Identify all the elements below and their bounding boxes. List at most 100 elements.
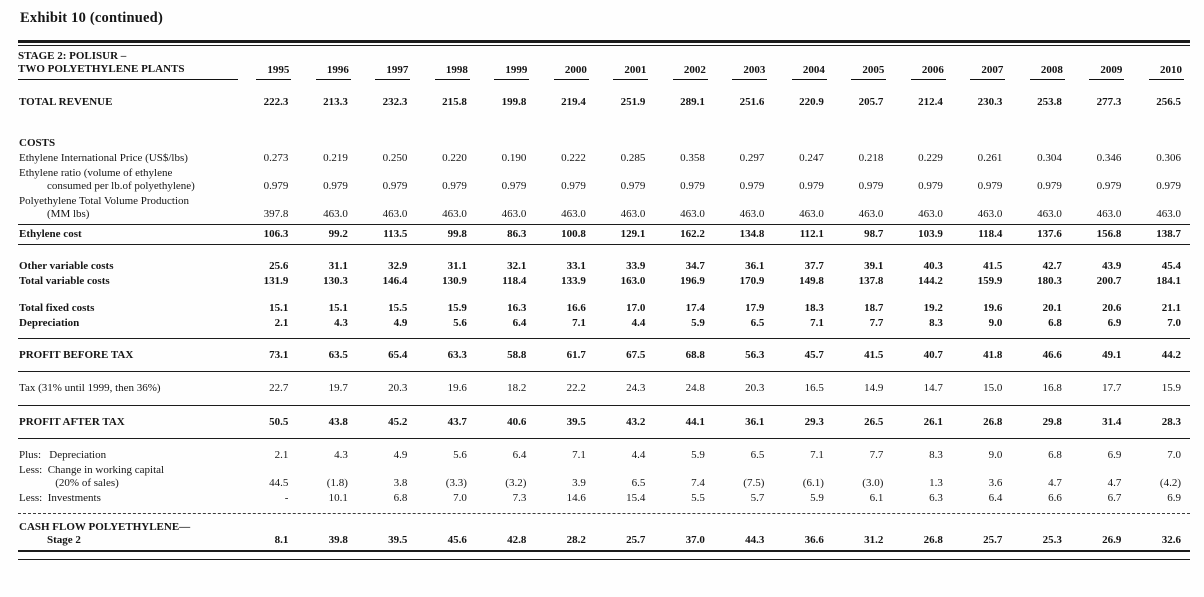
value-cell: 14.7 <box>923 382 943 394</box>
year-header: 2007 <box>952 50 1012 80</box>
value-cell: 0.979 <box>799 180 824 192</box>
value-cell: 463.0 <box>501 208 527 220</box>
value-cell: 463.0 <box>1156 208 1181 220</box>
value-cell: 0.979 <box>1096 180 1122 192</box>
value-cell: 7.3 <box>512 492 527 504</box>
value-cell: 0.306 <box>1156 152 1181 164</box>
value-cell: 7.0 <box>1167 449 1181 461</box>
value-cell: 0.285 <box>620 152 646 164</box>
row-label-line1: PROFIT AFTER TAX <box>19 416 125 428</box>
row-label-line2: consumed per lb.of polyethylene) <box>47 180 195 192</box>
row-label-line1: Total variable costs <box>19 275 110 287</box>
spacer-row <box>18 247 1190 259</box>
value-cell: 98.7 <box>864 228 884 240</box>
value-cell: 6.9 <box>1167 492 1181 504</box>
year-label: 2008 <box>1029 64 1065 80</box>
spacer-row <box>18 396 1190 403</box>
value-cell: 73.1 <box>269 349 289 361</box>
row-label: Total fixed costs <box>18 301 238 316</box>
row-label: Less: Change in working capital (20% of … <box>18 463 238 491</box>
value-cell: 0.358 <box>680 152 705 164</box>
value-cell: 118.4 <box>502 275 527 287</box>
year-label: 2007 <box>970 64 1006 80</box>
value-cell: (7.5) <box>743 477 765 489</box>
value-cell: 0.220 <box>442 152 467 164</box>
value-cell: 17.0 <box>626 302 646 314</box>
value-cell: 14.9 <box>864 382 884 394</box>
value-cell: 463.0 <box>561 208 586 220</box>
value-cell: 9.0 <box>988 449 1003 461</box>
value-cell: 146.4 <box>382 275 408 287</box>
value-cell: 3.8 <box>393 477 408 489</box>
value-cell: 43.9 <box>1102 260 1122 272</box>
table-row: Plus: Depreciation 2.1 4.3 4.9 5.6 6.4 7.1 4.4 5… <box>18 448 1190 463</box>
rule-line <box>18 550 1190 552</box>
value-cell: 41.8 <box>983 349 1003 361</box>
value-cell: 149.8 <box>799 275 824 287</box>
row-label: Polyethylene Total Volume Production (MM … <box>18 194 238 222</box>
value-cell: 118.4 <box>978 228 1003 240</box>
top-rule-thick <box>18 40 1190 43</box>
row-label-line1: Polyethylene Total Volume Production <box>19 195 190 207</box>
year-header: 2010 <box>1130 50 1190 80</box>
value-cell: 15.5 <box>388 302 408 314</box>
value-cell: 289.1 <box>680 96 705 108</box>
value-cell: 213.3 <box>323 96 348 108</box>
rule-row <box>18 336 1190 341</box>
value-cell: 16.5 <box>804 382 824 394</box>
value-cell: 7.1 <box>810 317 824 329</box>
row-label-line2: Stage 2 <box>47 534 81 546</box>
value-cell: 463.0 <box>858 208 884 220</box>
row-label: Ethylene International Price (US$/lbs) <box>18 151 238 166</box>
value-cell: 6.4 <box>512 449 527 461</box>
value-cell: 137.8 <box>858 275 884 287</box>
value-cell: 25.6 <box>269 260 289 272</box>
year-label: 2009 <box>1089 64 1125 80</box>
table-row: Depreciation 2.1 4.3 4.9 5.6 6.4 7.1 4.4 5.9 6.5 7… <box>18 316 1190 331</box>
value-cell: 205.7 <box>858 96 884 108</box>
value-cell: 251.6 <box>739 96 765 108</box>
year-label: 2005 <box>851 64 887 80</box>
year-header: 2006 <box>892 50 952 80</box>
value-cell: (1.8) <box>326 477 348 489</box>
value-cell: 463.0 <box>977 208 1003 220</box>
value-cell: - <box>284 492 289 504</box>
value-cell: 7.1 <box>572 317 586 329</box>
table-row: Tax (31% until 1999, then 36%) 22.7 19.7 20… <box>18 381 1190 396</box>
value-cell: 397.8 <box>263 208 289 220</box>
value-cell: 6.4 <box>512 317 527 329</box>
value-cell: 463.0 <box>323 208 348 220</box>
year-header: 2003 <box>714 50 774 80</box>
row-label-line1: CASH FLOW POLYETHYLENE— <box>19 521 191 533</box>
financial-table: STAGE 2: POLISUR – TWO POLYETHYLENE PLANT… <box>18 50 1190 562</box>
value-cell: 29.3 <box>804 416 824 428</box>
value-cell: 463.0 <box>739 208 765 220</box>
value-cell: 45.4 <box>1161 260 1181 272</box>
value-cell: 7.1 <box>572 449 586 461</box>
value-cell: 6.1 <box>869 492 884 504</box>
rule-line <box>18 371 1190 372</box>
value-cell: 103.9 <box>918 228 943 240</box>
value-cell: 220.9 <box>799 96 824 108</box>
rule-line <box>18 244 1190 245</box>
value-cell: 45.6 <box>447 534 467 546</box>
value-cell: 180.3 <box>1037 275 1062 287</box>
value-cell: 15.9 <box>447 302 467 314</box>
value-cell: 7.0 <box>1167 317 1181 329</box>
value-cell: (4.2) <box>1159 477 1181 489</box>
value-cell: 6.3 <box>929 492 943 504</box>
value-cell: 463.0 <box>442 208 467 220</box>
spacer-row <box>18 441 1190 448</box>
year-label: 2003 <box>732 64 768 80</box>
spacer-row <box>18 374 1190 381</box>
row-label-line1: TOTAL REVENUE <box>19 96 113 108</box>
value-cell: 7.7 <box>869 317 884 329</box>
value-cell: 56.3 <box>745 349 765 361</box>
value-cell: 163.0 <box>620 275 646 287</box>
value-cell: 7.0 <box>453 492 467 504</box>
value-cell: 28.2 <box>566 534 586 546</box>
value-cell: 6.5 <box>631 477 646 489</box>
value-cell: 49.1 <box>1102 349 1122 361</box>
value-cell: 6.5 <box>750 317 765 329</box>
value-cell: 40.3 <box>923 260 943 272</box>
